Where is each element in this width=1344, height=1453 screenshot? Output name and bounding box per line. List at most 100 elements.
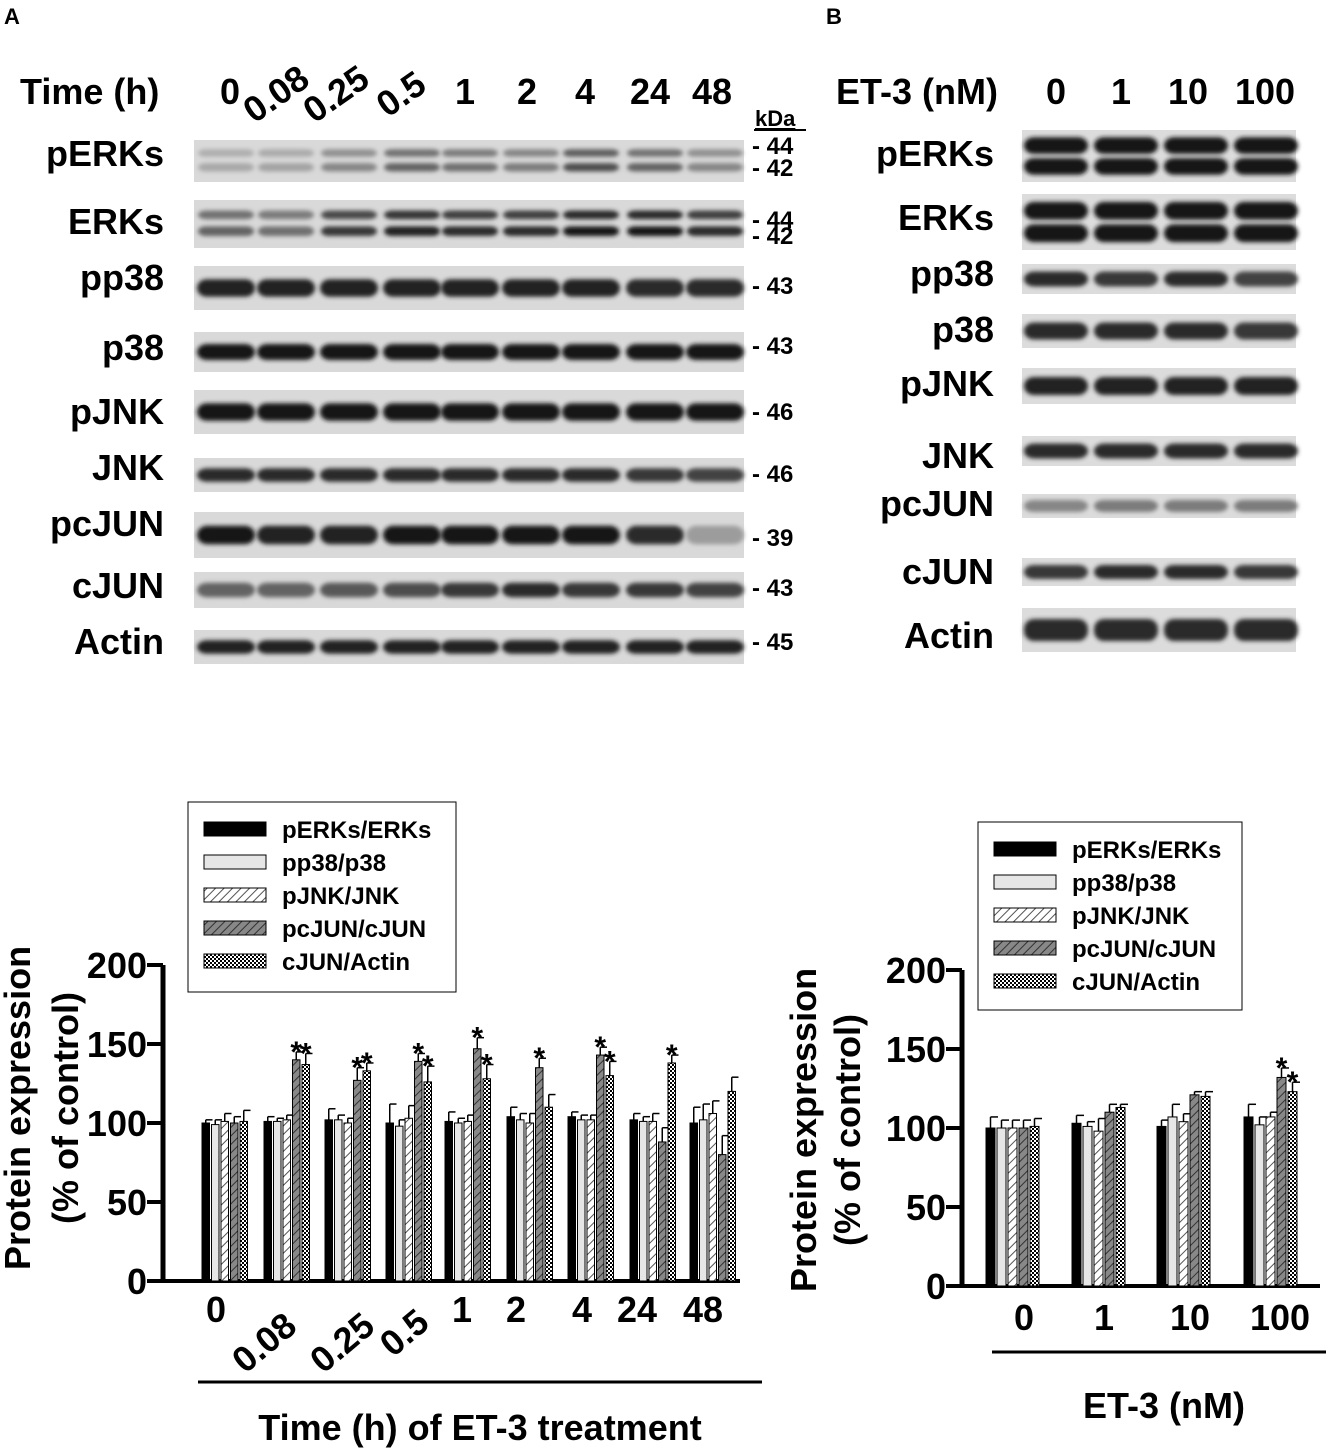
bar (605, 1075, 614, 1282)
band (1164, 500, 1228, 512)
blot-membrane (194, 200, 744, 248)
bar (201, 1122, 210, 1282)
blot-row: pp38 (910, 253, 1298, 294)
kda-marker: - 46 (752, 399, 793, 426)
bar (444, 1120, 453, 1282)
band (503, 163, 559, 172)
legend-swatch (203, 821, 267, 837)
band (257, 344, 315, 360)
bar (1104, 1111, 1115, 1287)
y-tick-label: 200 (87, 945, 147, 986)
bar (343, 1122, 352, 1282)
band (687, 210, 743, 220)
band (442, 149, 498, 157)
blot-label: pERKs (876, 133, 994, 174)
legend-swatch (993, 841, 1057, 857)
bar (454, 1122, 463, 1282)
blot-label: p38 (102, 327, 164, 368)
band (686, 468, 744, 482)
legend-entry: cJUN/Actin (1072, 969, 1200, 996)
band (257, 525, 315, 545)
band (197, 640, 255, 654)
bar (629, 1119, 638, 1282)
band (1234, 619, 1298, 641)
band (383, 468, 441, 482)
x-tick-label: 4 (572, 1289, 592, 1330)
band (503, 226, 559, 236)
band (626, 582, 684, 598)
y-axis-label-line: Protein expression (783, 968, 824, 1292)
band (562, 640, 620, 654)
band (686, 279, 744, 297)
kda-marker: - 43 (752, 333, 793, 360)
blot-row: ERKs - 44- 42 (68, 200, 794, 250)
bar (1178, 1121, 1189, 1287)
bar (1276, 1076, 1287, 1287)
y-tick-label: 150 (886, 1029, 946, 1070)
band (198, 149, 254, 157)
x-tick-label: 48 (683, 1289, 723, 1330)
band (383, 525, 441, 545)
bar (639, 1120, 648, 1282)
legend-swatch (993, 940, 1057, 956)
bar (1115, 1106, 1126, 1287)
band (686, 582, 744, 598)
band (441, 582, 499, 598)
band (1024, 619, 1088, 641)
band (563, 226, 619, 236)
band (1164, 322, 1228, 340)
blot-label: p38 (932, 309, 994, 350)
bar (586, 1119, 595, 1282)
legend-swatch (203, 953, 267, 969)
bar (544, 1106, 553, 1282)
band (321, 149, 377, 157)
band (1164, 137, 1228, 154)
bar (1254, 1124, 1265, 1287)
legend: pERKs/ERKs pp38/p38 pJNK/JNK pcJUN/cJUN cJUN… (187, 801, 457, 993)
band (626, 525, 684, 545)
significance-star: * (351, 1052, 363, 1085)
legend-entry: pJNK/JNK (1072, 903, 1190, 930)
band (257, 279, 315, 297)
band (320, 582, 378, 598)
bar (1093, 1130, 1104, 1287)
y-tick-label: 50 (906, 1187, 946, 1228)
x-tick-label: 10 (1170, 1297, 1210, 1338)
band (1094, 271, 1158, 287)
bar (334, 1119, 343, 1282)
bar (211, 1124, 220, 1282)
bar (1167, 1116, 1178, 1287)
kda-marker: - 44 (752, 207, 794, 234)
x-tick-label: 0.5 (372, 1301, 437, 1365)
band (562, 344, 620, 360)
band (258, 163, 314, 172)
band (320, 279, 378, 297)
band (442, 210, 498, 220)
significance-star: * (300, 1037, 312, 1070)
bar (423, 1081, 432, 1282)
blot-row: pcJUN - 39 (50, 503, 793, 558)
band (1234, 443, 1298, 459)
blot-row: ERKs (898, 194, 1298, 250)
bar (1007, 1127, 1018, 1287)
time-point-label: 48 (692, 71, 732, 112)
band (1024, 565, 1088, 579)
y-axis-label: Protein expression (% of control) (0, 946, 86, 1270)
legend-swatch (203, 887, 267, 903)
time-point-label: 4 (575, 71, 595, 112)
band (1024, 224, 1088, 243)
band (502, 344, 560, 360)
band (197, 582, 255, 598)
band (1024, 500, 1088, 512)
bar (230, 1122, 239, 1282)
band (441, 468, 499, 482)
band (1164, 271, 1228, 287)
blot-label: cJUN (72, 565, 164, 606)
band (687, 226, 743, 236)
band (502, 403, 560, 421)
band (1024, 271, 1088, 287)
time-point-label: 2 (517, 71, 537, 112)
band (257, 403, 315, 421)
